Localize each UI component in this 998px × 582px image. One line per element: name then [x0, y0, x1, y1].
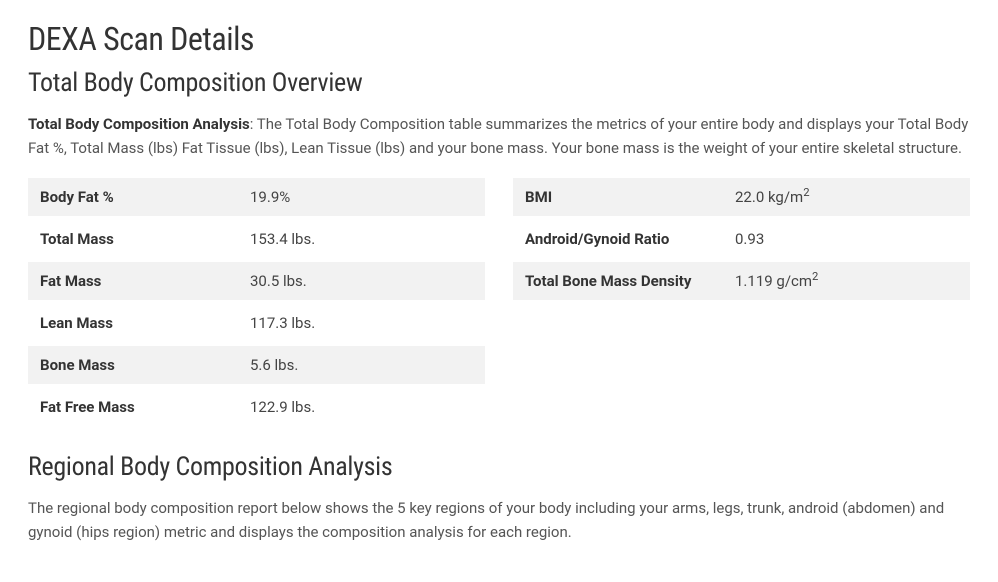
- metric-label: Lean Mass: [28, 302, 238, 344]
- metric-value: 30.5 lbs.: [238, 260, 485, 302]
- unit-superscript: 2: [803, 186, 809, 199]
- metric-label: Fat Mass: [28, 260, 238, 302]
- metric-row: Android/Gynoid Ratio0.93: [513, 218, 970, 260]
- metric-row: Body Fat %19.9%: [28, 178, 485, 218]
- metric-value: 1.119 g/cm2: [723, 260, 970, 302]
- regional-heading: Regional Body Composition Analysis: [28, 452, 970, 482]
- metric-label: Fat Free Mass: [28, 386, 238, 428]
- metric-row: BMI22.0 kg/m2: [513, 178, 970, 218]
- metric-value: 122.9 lbs.: [238, 386, 485, 428]
- metric-value: 19.9%: [238, 178, 485, 218]
- metric-row: Fat Mass30.5 lbs.: [28, 260, 485, 302]
- metric-label: Total Mass: [28, 218, 238, 260]
- metric-label: Bone Mass: [28, 344, 238, 386]
- metric-row: Lean Mass117.3 lbs.: [28, 302, 485, 344]
- metric-value: 117.3 lbs.: [238, 302, 485, 344]
- metric-row: Total Mass153.4 lbs.: [28, 218, 485, 260]
- left-metrics-table: Body Fat %19.9%Total Mass153.4 lbs.Fat M…: [28, 178, 485, 430]
- metric-row: Bone Mass5.6 lbs.: [28, 344, 485, 386]
- metric-value: 5.6 lbs.: [238, 344, 485, 386]
- metric-value: 153.4 lbs.: [238, 218, 485, 260]
- right-metrics-table: BMI22.0 kg/m2Android/Gynoid Ratio0.93Tot…: [513, 178, 970, 304]
- page-title: DEXA Scan Details: [28, 20, 970, 58]
- metric-value: 22.0 kg/m2: [723, 178, 970, 218]
- regional-intro: The regional body composition report bel…: [28, 496, 970, 544]
- metric-row: Total Bone Mass Density1.119 g/cm2: [513, 260, 970, 302]
- overview-heading: Total Body Composition Overview: [28, 68, 970, 98]
- metric-label: Total Bone Mass Density: [513, 260, 723, 302]
- composition-tables: Body Fat %19.9%Total Mass153.4 lbs.Fat M…: [28, 178, 970, 430]
- metric-row: Fat Free Mass122.9 lbs.: [28, 386, 485, 428]
- overview-intro-bold: Total Body Composition Analysis: [28, 115, 250, 133]
- metric-value: 0.93: [723, 218, 970, 260]
- overview-intro: Total Body Composition Analysis: The Tot…: [28, 112, 970, 160]
- metric-label: BMI: [513, 178, 723, 218]
- metric-label: Android/Gynoid Ratio: [513, 218, 723, 260]
- unit-superscript: 2: [812, 270, 818, 283]
- metric-label: Body Fat %: [28, 178, 238, 218]
